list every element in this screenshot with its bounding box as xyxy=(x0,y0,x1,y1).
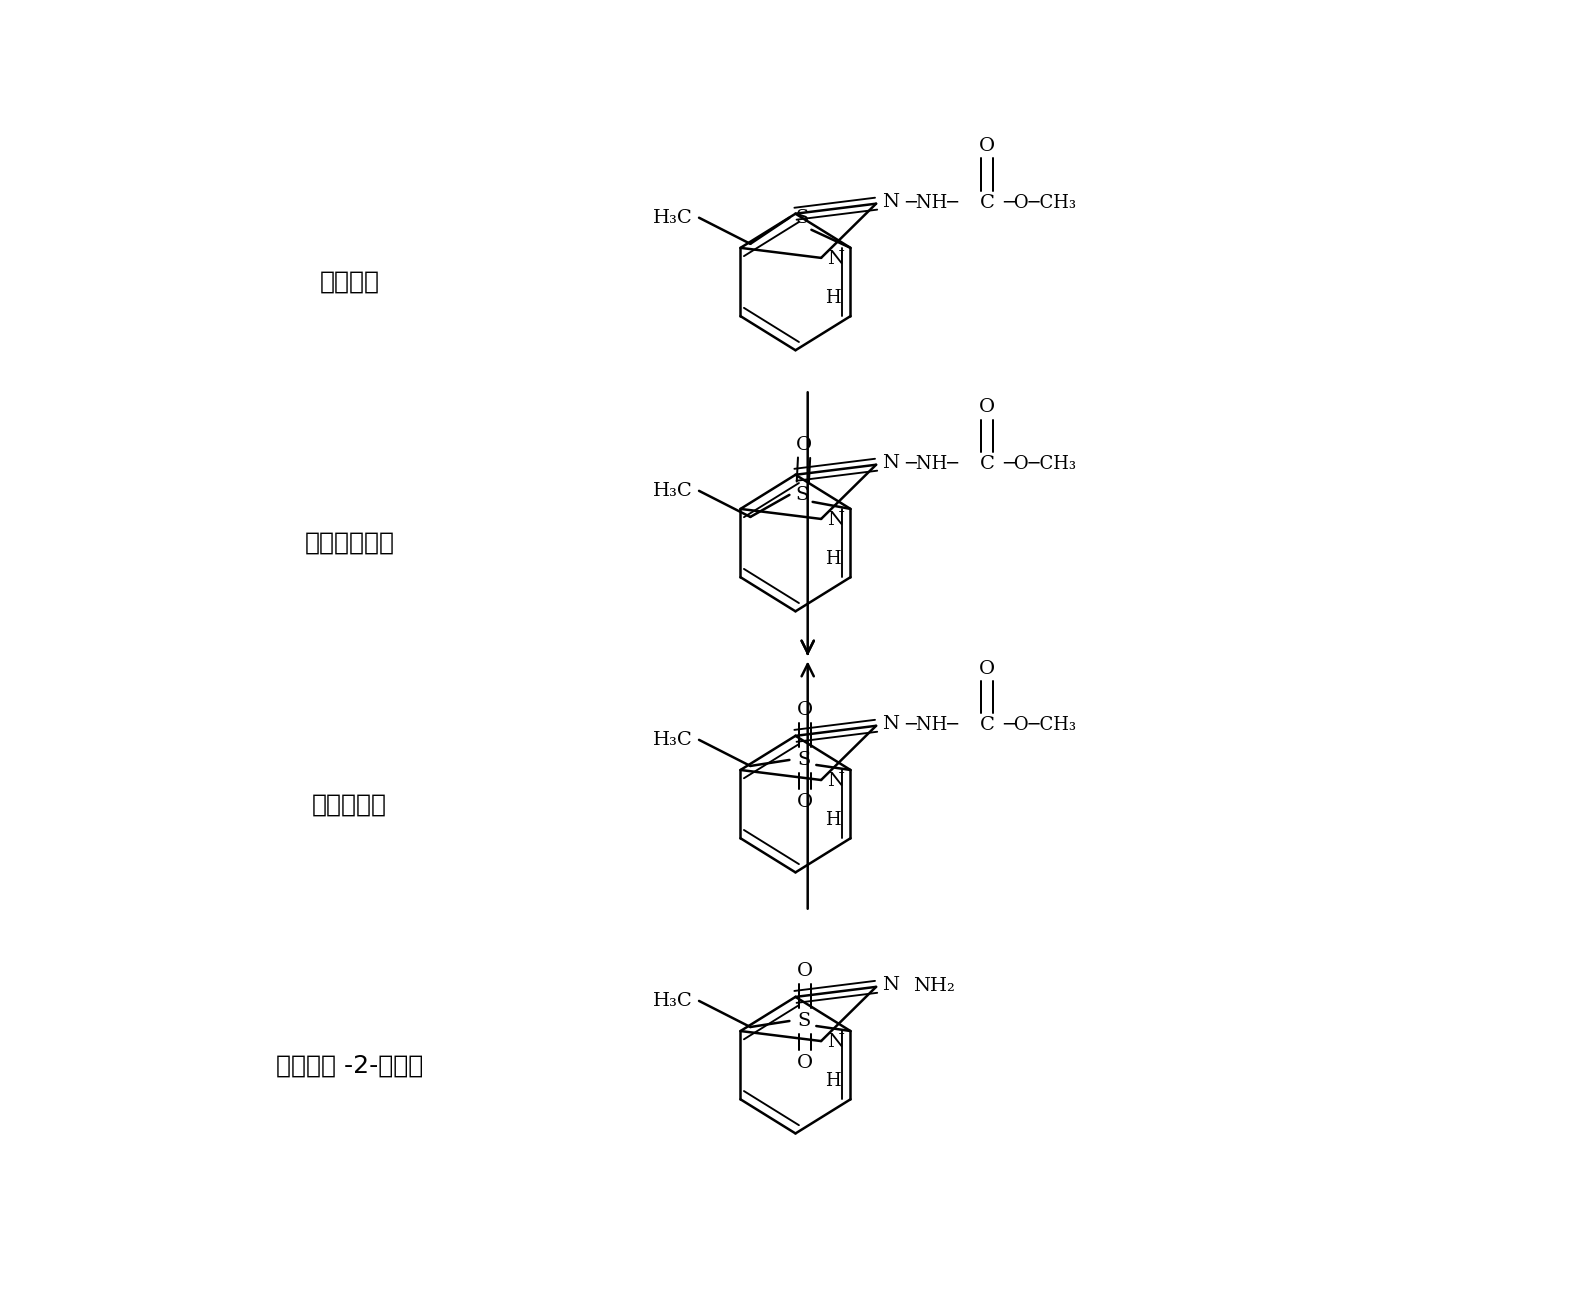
Text: H: H xyxy=(826,550,842,569)
Text: H₃C: H₃C xyxy=(652,992,693,1009)
Text: 阿苯达呀 -2-氨基砦: 阿苯达呀 -2-氨基砦 xyxy=(276,1054,424,1077)
Text: S: S xyxy=(794,486,808,503)
Text: O: O xyxy=(979,137,996,155)
Text: O: O xyxy=(797,962,813,979)
Text: O: O xyxy=(979,660,996,678)
Text: ─NH─: ─NH─ xyxy=(905,455,958,473)
Text: S: S xyxy=(794,209,808,227)
Text: N: N xyxy=(827,772,845,790)
Text: N: N xyxy=(827,1033,845,1051)
Text: C: C xyxy=(980,716,994,734)
Text: O: O xyxy=(797,1054,813,1072)
Text: O: O xyxy=(796,436,812,454)
Text: N: N xyxy=(827,250,845,267)
Text: 阿苯达呀砦: 阿苯达呀砦 xyxy=(312,792,388,816)
Text: ─O─CH₃: ─O─CH₃ xyxy=(1004,716,1076,734)
Text: C: C xyxy=(980,194,994,211)
Text: H₃C: H₃C xyxy=(652,482,693,499)
Text: ─O─CH₃: ─O─CH₃ xyxy=(1004,194,1076,211)
Text: H: H xyxy=(826,811,842,829)
Text: N: N xyxy=(883,454,900,472)
Text: O: O xyxy=(797,793,813,811)
Text: N: N xyxy=(883,975,900,994)
Text: NH₂: NH₂ xyxy=(913,977,955,995)
Text: H₃C: H₃C xyxy=(652,209,693,227)
Text: H: H xyxy=(826,1072,842,1090)
Text: ─NH─: ─NH─ xyxy=(905,716,958,734)
Text: C: C xyxy=(980,455,994,473)
Text: H₃C: H₃C xyxy=(652,730,693,748)
Text: N: N xyxy=(883,193,900,211)
Text: S: S xyxy=(797,1012,810,1030)
Text: O: O xyxy=(979,399,996,416)
Text: N: N xyxy=(827,511,845,529)
Text: S: S xyxy=(797,751,810,769)
Text: 阿苯达呀: 阿苯达呀 xyxy=(320,270,380,293)
Text: ─O─CH₃: ─O─CH₃ xyxy=(1004,455,1076,473)
Text: O: O xyxy=(797,700,813,719)
Text: ─NH─: ─NH─ xyxy=(905,194,958,211)
Text: 阿苯达呀亚砦: 阿苯达呀亚砦 xyxy=(304,531,394,556)
Text: N: N xyxy=(883,715,900,733)
Text: H: H xyxy=(826,289,842,306)
